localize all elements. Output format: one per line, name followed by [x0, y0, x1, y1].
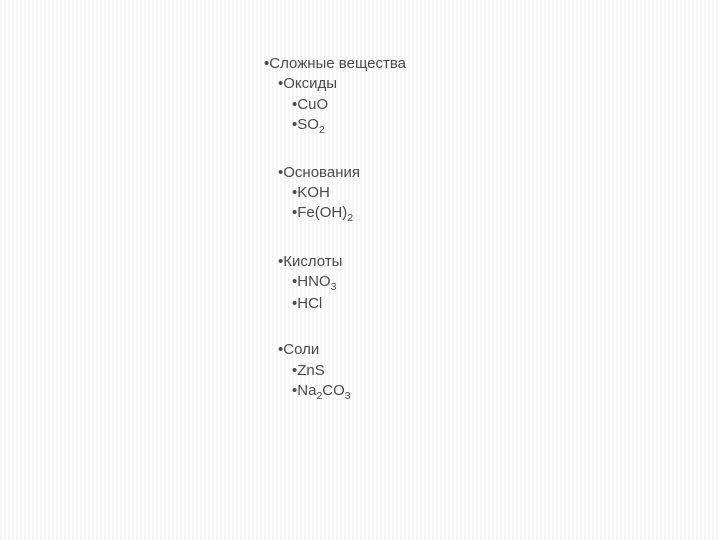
outline-content: • Сложные вещества • Оксиды • CuO • SO2 …: [264, 54, 406, 403]
item-text: Na2CO3: [297, 381, 350, 403]
list-item: • SO2: [264, 115, 406, 137]
item-text: CuO: [297, 95, 328, 115]
item-text: HNO3: [297, 272, 336, 294]
group-heading-line: • Кислоты: [264, 252, 406, 272]
item-text: HCl: [297, 294, 322, 314]
group-heading: Соли: [283, 340, 319, 360]
group-spacer: [264, 137, 406, 163]
list-item: • ZnS: [264, 361, 406, 381]
outline-title: Сложные вещества: [269, 54, 406, 74]
list-item: • Na2CO3: [264, 381, 406, 403]
list-item: • HCl: [264, 294, 406, 314]
group-heading-line: • Соли: [264, 340, 406, 360]
group-spacer: [264, 226, 406, 252]
item-text: KOH: [297, 183, 330, 203]
list-item: • HNO3: [264, 272, 406, 294]
list-item: • CuO: [264, 95, 406, 115]
group-heading-line: • Основания: [264, 163, 406, 183]
list-item: • Fe(OH)2: [264, 203, 406, 225]
group-heading: Оксиды: [283, 74, 337, 94]
item-text: SO2: [297, 115, 325, 137]
group-heading: Кислоты: [283, 252, 342, 272]
group-heading: Основания: [283, 163, 360, 183]
group-spacer: [264, 314, 406, 340]
outline-title-line: • Сложные вещества: [264, 54, 406, 74]
list-item: • KOH: [264, 183, 406, 203]
item-text: Fe(OH)2: [297, 203, 353, 225]
item-text: ZnS: [297, 361, 325, 381]
group-heading-line: • Оксиды: [264, 74, 406, 94]
